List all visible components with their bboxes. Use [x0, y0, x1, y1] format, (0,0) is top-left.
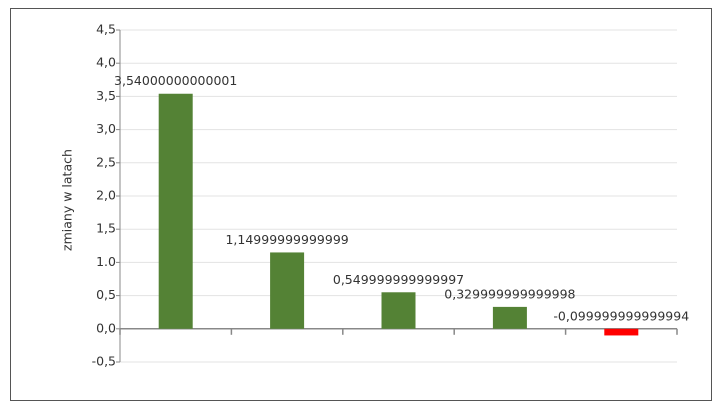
bar [158, 93, 193, 329]
y-tick-label: 3,0 [96, 121, 116, 136]
y-tick-label: 3,5 [96, 88, 116, 103]
y-tick-label: 0,5 [96, 287, 116, 302]
y-tick-label: 2,0 [96, 188, 116, 203]
chart-frame [10, 8, 712, 401]
bar [492, 306, 527, 329]
value-label: 3,54000000000001 [114, 73, 237, 88]
value-label: 1,14999999999999 [225, 232, 348, 247]
y-tick-label: 1.0 [96, 254, 116, 269]
y-tick-label: 1,5 [96, 221, 116, 236]
bar [270, 252, 305, 329]
y-tick-label: -0,5 [92, 354, 116, 369]
bar [604, 328, 639, 336]
value-label: -0,099999999999994 [553, 308, 689, 323]
y-tick-label: 4,0 [96, 55, 116, 70]
value-label: 0,329999999999998 [444, 286, 575, 301]
y-axis-label: zmiany w latach [60, 149, 75, 251]
y-tick-label: 2,5 [96, 154, 116, 169]
bar [381, 292, 416, 329]
y-tick-label: 4,5 [96, 22, 116, 37]
y-tick-label: 0,0 [96, 320, 116, 335]
value-label: 0,549999999999997 [333, 272, 464, 287]
